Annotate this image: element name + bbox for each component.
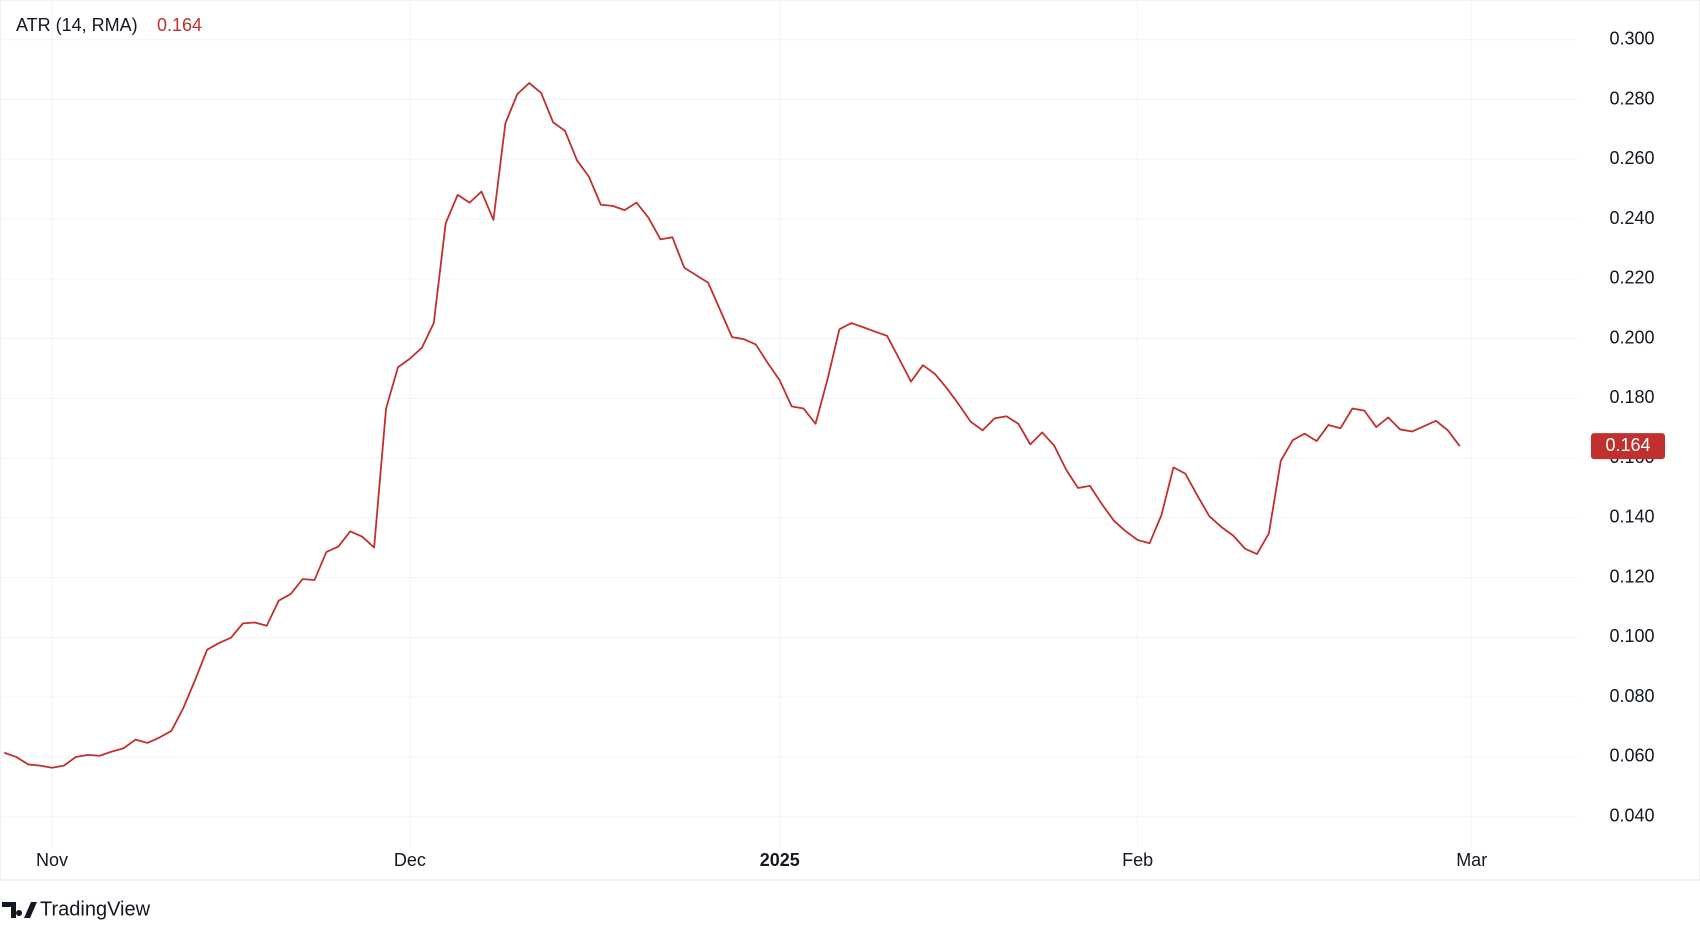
y-tick-label: 0.120 [1609,566,1654,586]
y-tick-label: 0.260 [1609,148,1654,168]
brand: TradingView [40,898,151,920]
y-tick-label: 0.040 [1609,805,1654,825]
y-tick-label: 0.100 [1609,626,1654,646]
y-tick-label: 0.140 [1609,507,1654,527]
x-tick-label: 2025 [760,850,800,870]
x-tick-label: Mar [1456,850,1487,870]
atr-line [4,82,1461,769]
price-badge-label: 0.164 [1605,435,1650,455]
y-tick-label: 0.300 [1609,29,1654,49]
y-tick-label: 0.060 [1609,746,1654,766]
indicator-title: ATR (14, RMA) [16,15,138,35]
y-tick-label: 0.240 [1609,208,1654,228]
price-badge [1591,433,1665,460]
x-tick-label: Dec [394,850,426,870]
y-tick-label: 0.220 [1609,268,1654,288]
chart-frame [0,0,1700,881]
x-tick-label: Feb [1122,850,1153,870]
brand-logo [2,902,37,918]
y-tick-label: 0.200 [1609,327,1654,347]
y-tick-label: 0.080 [1609,686,1654,706]
indicator-value: 0.164 [157,15,202,35]
y-tick-label: 0.180 [1609,387,1654,407]
x-tick-label: Nov [36,850,68,870]
y-tick-label: 0.280 [1609,88,1654,108]
